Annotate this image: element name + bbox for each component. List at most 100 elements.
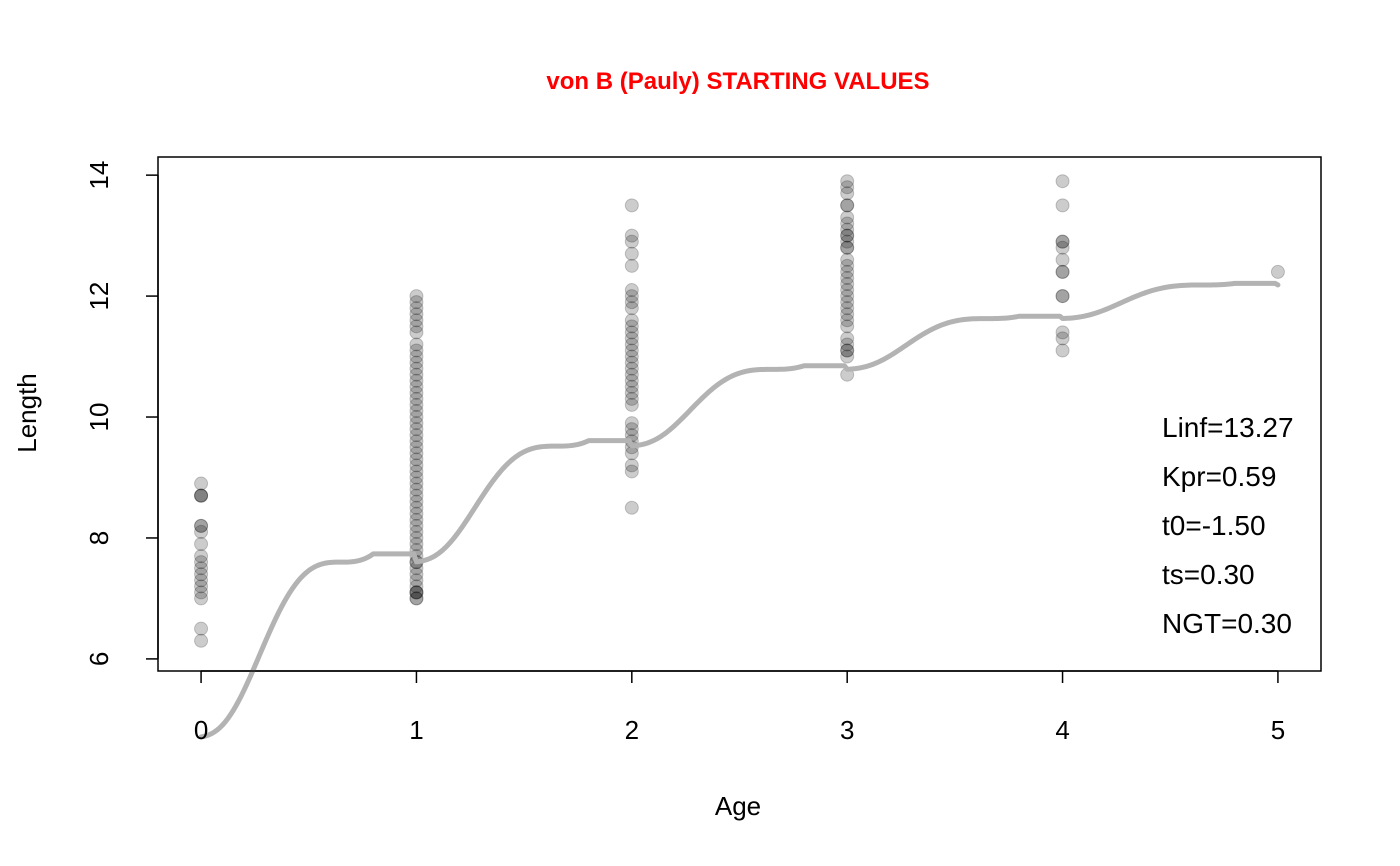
data-point <box>840 186 855 201</box>
data-point <box>194 524 209 539</box>
data-point <box>624 198 639 213</box>
x-tick-label: 3 <box>840 715 854 745</box>
data-point <box>194 591 209 606</box>
param-ngt: NGT=0.30 <box>1162 608 1292 639</box>
data-point <box>1055 343 1070 358</box>
data-point <box>409 458 424 473</box>
data-point <box>840 295 855 310</box>
data-point <box>624 355 639 370</box>
data-point <box>624 295 639 310</box>
data-point <box>409 410 424 425</box>
data-point <box>409 464 424 479</box>
data-point <box>194 633 209 648</box>
data-point <box>194 518 209 533</box>
data-point <box>840 331 855 346</box>
data-point <box>840 228 855 243</box>
data-point <box>840 228 855 243</box>
param-ts: ts=0.30 <box>1162 559 1255 590</box>
data-point <box>624 228 639 243</box>
data-point <box>194 555 209 570</box>
data-point <box>409 367 424 382</box>
data-point <box>840 276 855 291</box>
data-point <box>409 325 424 340</box>
data-point <box>194 579 209 594</box>
data-point <box>409 506 424 521</box>
data-point <box>409 579 424 594</box>
data-point <box>840 307 855 322</box>
data-point <box>194 476 209 491</box>
data-point <box>409 470 424 485</box>
data-point <box>624 283 639 298</box>
data-point <box>624 361 639 376</box>
x-tick-label: 5 <box>1271 715 1285 745</box>
data-point <box>409 446 424 461</box>
data-point <box>409 518 424 533</box>
data-point <box>624 319 639 334</box>
data-point <box>840 198 855 213</box>
data-point <box>409 452 424 467</box>
data-point <box>624 500 639 515</box>
data-point <box>840 313 855 328</box>
data-point <box>840 216 855 231</box>
y-tick-label: 10 <box>84 403 114 432</box>
y-tick-label: 12 <box>84 282 114 311</box>
data-point <box>409 355 424 370</box>
data-point <box>194 585 209 600</box>
y-axis-label: Length <box>12 373 42 453</box>
data-point <box>840 210 855 225</box>
data-point <box>409 301 424 316</box>
data-point <box>840 198 855 213</box>
data-point <box>624 373 639 388</box>
data-point <box>840 289 855 304</box>
data-point <box>624 331 639 346</box>
data-point <box>409 482 424 497</box>
data-point <box>409 488 424 503</box>
data-point <box>1055 289 1070 304</box>
data-point <box>1055 252 1070 267</box>
data-point <box>1055 264 1070 279</box>
data-point <box>840 343 855 358</box>
growth-curve-line <box>198 280 1281 740</box>
data-point <box>840 270 855 285</box>
data-point <box>409 591 424 606</box>
data-point <box>409 319 424 334</box>
data-point <box>409 567 424 582</box>
data-point <box>624 289 639 304</box>
data-point <box>409 537 424 552</box>
data-point <box>194 621 209 636</box>
y-tick-label: 8 <box>84 531 114 545</box>
data-point <box>624 422 639 437</box>
param-t0: t0=-1.50 <box>1162 510 1266 541</box>
data-point <box>409 416 424 431</box>
data-point <box>624 458 639 473</box>
data-point <box>194 537 209 552</box>
data-point <box>624 379 639 394</box>
data-point <box>409 500 424 515</box>
data-point <box>409 307 424 322</box>
data-point <box>624 246 639 261</box>
param-kpr: Kpr=0.59 <box>1162 461 1276 492</box>
parameter-legend: Linf=13.27 Kpr=0.59 t0=-1.50 ts=0.30 NGT… <box>1162 412 1294 639</box>
data-point <box>1270 264 1285 279</box>
data-point <box>840 337 855 352</box>
data-point <box>409 591 424 606</box>
data-point <box>194 567 209 582</box>
y-tick-label: 6 <box>84 652 114 666</box>
data-point <box>624 397 639 412</box>
data-point <box>194 488 209 503</box>
data-point <box>624 385 639 400</box>
data-point <box>1055 174 1070 189</box>
data-point <box>409 385 424 400</box>
data-point <box>840 180 855 195</box>
y-axis: 6 8 10 12 14 <box>84 161 159 666</box>
data-point <box>409 313 424 328</box>
data-point <box>194 518 209 533</box>
param-linf: Linf=13.27 <box>1162 412 1294 443</box>
x-axis: 0 1 2 3 4 5 <box>194 670 1285 745</box>
data-point <box>194 488 209 503</box>
data-point <box>409 428 424 443</box>
data-point <box>840 174 855 189</box>
y-tick-label: 14 <box>84 161 114 190</box>
data-point <box>409 379 424 394</box>
